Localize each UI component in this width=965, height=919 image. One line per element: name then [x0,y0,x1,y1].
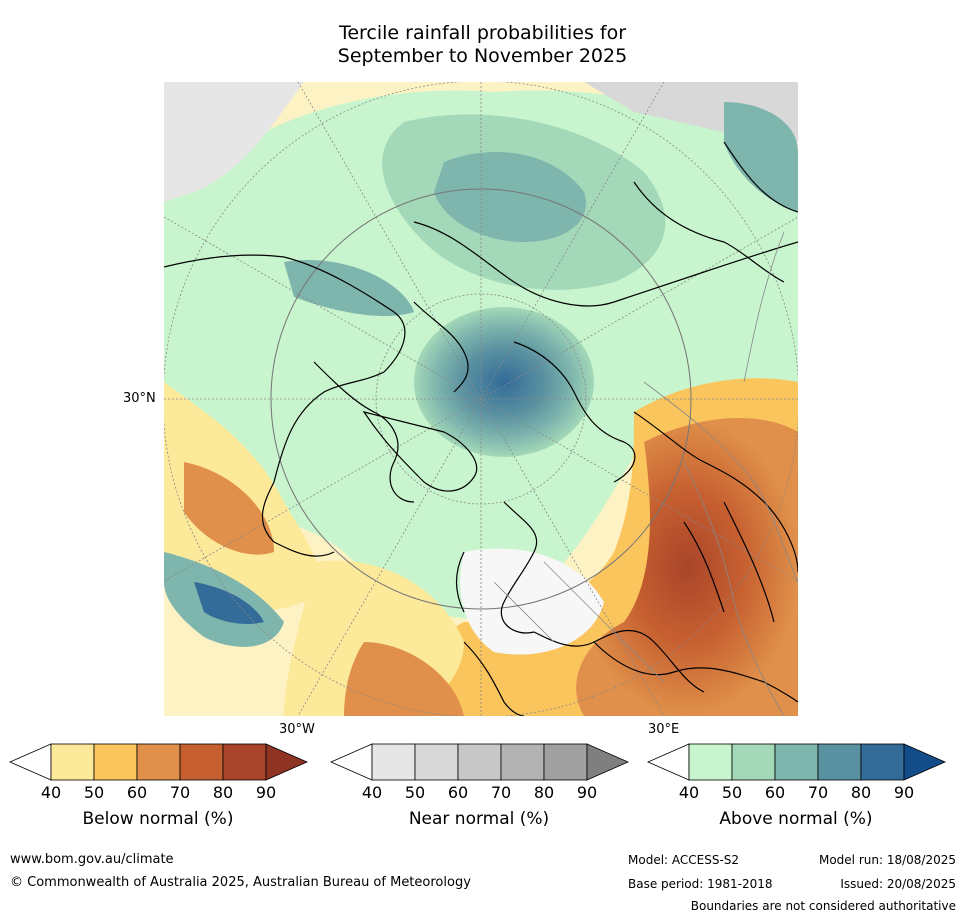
colorbar-tick-label: 60 [126,783,148,802]
above-normal-region-alaska [284,260,414,317]
colorbar-tick-label: 60 [764,783,786,802]
no-signal-region-europe [460,548,604,655]
colorbar-swatch [817,743,862,781]
colorbar-above-normal-swatches [647,743,946,781]
colorbar-tick-label: 90 [576,783,598,802]
colorbar-near-normal-title: Near normal (%) [408,809,550,829]
colorbar-tick-label: 50 [721,783,743,802]
boundaries-disclaimer: Boundaries are not considered authoritat… [690,899,956,913]
colorbar-tick-label: 70 [490,783,512,802]
colorbar-tick-label: 80 [850,783,872,802]
colorbar-tick-label: 80 [533,783,555,802]
colorbar-extend-low [330,743,373,781]
colorbar-swatch [688,743,733,781]
above-normal-region-north [434,152,586,242]
colorbar-near-normal-ticks: 40 50 60 70 80 90 [329,783,629,803]
colorbar-swatch [179,743,224,781]
colorbar-tick-label: 40 [678,783,700,802]
latitude-label: 30°N [123,391,156,406]
model-name: Model: ACCESS-S2 [628,853,740,867]
base-period: Base period: 1981-2018 [628,877,773,891]
colorbar-above-normal-ticks: 40 50 60 70 80 90 [646,783,946,803]
longitude-label-west: 30°W [279,722,315,737]
colorbar-swatch [860,743,905,781]
colorbar-extend-high [903,743,946,781]
colorbar-swatch [93,743,138,781]
coastlines [164,141,798,716]
below-normal-region-africa [344,642,464,716]
colorbar-extend-high [265,743,308,781]
colorbar-tick-label: 90 [255,783,277,802]
above-normal-core-atlantic [194,582,264,624]
colorbar-tick-label: 70 [169,783,191,802]
colorbar-below-normal-swatches [9,743,308,781]
map-svg [164,82,798,716]
colorbar-below-normal-ticks: 40 50 60 70 80 90 [8,783,308,803]
colorbar-extend-low [647,743,690,781]
colorbar-swatch [500,743,545,781]
below-normal-core-east [576,418,798,716]
colorbar-extend-low [9,743,52,781]
model-run-date: Model run: 18/08/2025 [818,853,956,867]
country-borders [493,231,798,716]
title-line-2: September to November 2025 [337,45,628,67]
colorbar-near-normal: 40 50 60 70 80 90 Near normal (%) [329,743,629,833]
polar-map[interactable] [164,82,798,716]
colorbar-tick-label: 50 [83,783,105,802]
colorbar-tick-label: 40 [361,783,383,802]
issued-date: Issued: 20/08/2025 [840,877,956,891]
colorbar-swatch [136,743,181,781]
colorbar-above-normal-title: Above normal (%) [719,809,873,829]
colorbar-tick-label: 90 [893,783,915,802]
near-normal-region-nw [164,82,304,202]
colorbar-below-normal-title: Below normal (%) [82,809,234,829]
longitude-label-east: 30°E [648,722,680,737]
latitude-circle-30n [270,188,692,610]
colorbar-tick-label: 80 [212,783,234,802]
below-normal-core-west [184,462,274,555]
colorbar-swatch [543,743,588,781]
above-normal-region-pacific [724,102,798,212]
chart-title: Tercile rainfall probabilities for Septe… [0,22,965,68]
colorbar-below-normal: 40 50 60 70 80 90 Below normal (%) [8,743,308,833]
colorbar-extend-high [586,743,629,781]
colorbar-tick-label: 70 [807,783,829,802]
colorbar-swatch [414,743,459,781]
colorbar-swatch [50,743,95,781]
colorbar-near-normal-swatches [330,743,629,781]
website-link[interactable]: www.bom.gov.au/climate [10,852,174,867]
colorbar-swatch [371,743,416,781]
colorbar-swatch [457,743,502,781]
colorbar-tick-label: 60 [447,783,469,802]
title-line-1: Tercile rainfall probabilities for [338,22,627,44]
colorbar-swatch [731,743,776,781]
colorbar-above-normal: 40 50 60 70 80 90 Above normal (%) [646,743,946,833]
colorbar-tick-label: 40 [40,783,62,802]
colorbar-tick-label: 50 [404,783,426,802]
copyright-text: © Commonwealth of Australia 2025, Austra… [10,875,471,890]
colorbar-swatch [774,743,819,781]
colorbar-swatch [222,743,267,781]
